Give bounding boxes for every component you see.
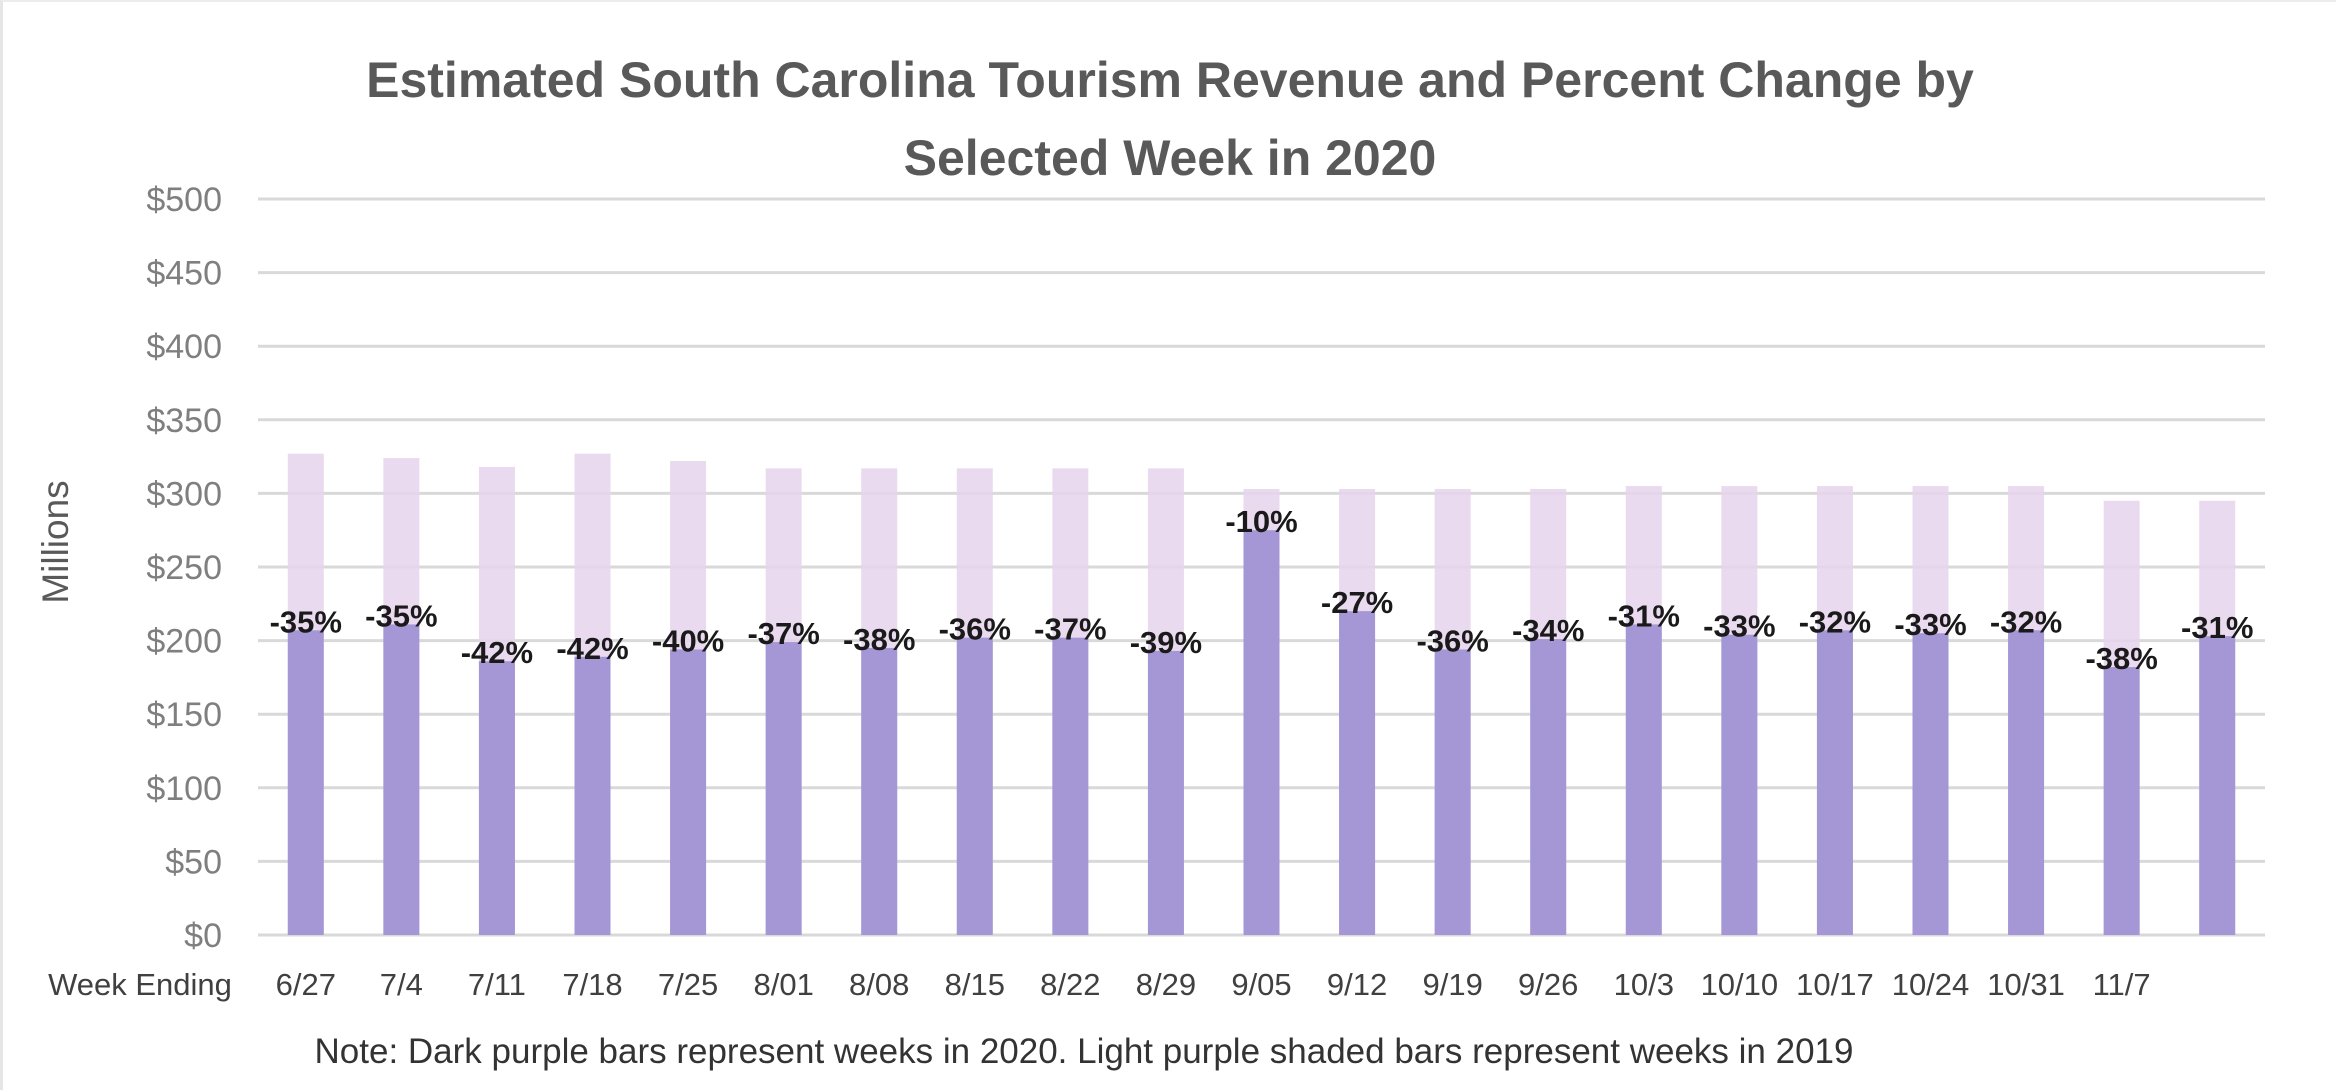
y-tick-label: $450 — [146, 255, 222, 293]
data-label: -35% — [270, 604, 342, 639]
bar-2020 — [2008, 630, 2045, 935]
data-label: -31% — [1608, 598, 1680, 633]
data-label: -35% — [365, 598, 437, 633]
y-tick-label: $250 — [146, 549, 222, 587]
x-tick-label: 7/18 — [562, 967, 622, 1002]
bar-2020 — [383, 624, 420, 935]
bar-2020 — [478, 661, 515, 935]
data-label: -37% — [1034, 612, 1106, 647]
y-tick-label: $350 — [146, 402, 222, 440]
data-label: -42% — [461, 635, 533, 670]
x-tick-label: 8/22 — [1040, 967, 1100, 1002]
y-tick-label: $500 — [146, 181, 222, 219]
data-label: -33% — [1703, 609, 1775, 644]
x-tick-label: 9/05 — [1231, 967, 1291, 1002]
data-label: -38% — [843, 622, 915, 657]
y-axis-label: Millions — [35, 480, 76, 603]
bar-2020 — [1052, 637, 1089, 935]
data-label: -38% — [2085, 641, 2157, 676]
bar-2020 — [1243, 530, 1280, 935]
x-tick-label: 10/31 — [1987, 967, 2065, 1002]
bar-2020 — [1912, 633, 1949, 935]
data-label: -32% — [1799, 604, 1871, 639]
chart-title-line-1: Estimated South Carolina Tourism Revenue… — [366, 52, 1974, 108]
x-tick-label: 10/24 — [1892, 967, 1970, 1002]
bar-2020 — [2199, 636, 2236, 935]
x-tick-label: 10/3 — [1614, 967, 1674, 1002]
x-tick-label: 10/10 — [1701, 967, 1779, 1002]
bar-2020 — [2103, 667, 2140, 935]
data-label: -42% — [556, 631, 628, 666]
chart-title-line-2: Selected Week in 2020 — [904, 130, 1437, 186]
y-axis-ticks: $0 $50 $100 $150 $200 $250 $300 $350 $400 $450 $50… — [146, 181, 222, 955]
bar-2020 — [287, 630, 324, 935]
data-label: -39% — [1130, 625, 1202, 660]
x-tick-label: 8/29 — [1136, 967, 1196, 1002]
y-tick-label: $400 — [146, 328, 222, 366]
data-label: -36% — [1416, 623, 1488, 658]
x-tick-label: 7/25 — [658, 967, 718, 1002]
bar-2020 — [1530, 639, 1567, 935]
bar-2020 — [765, 642, 802, 935]
x-tick-label: 8/08 — [849, 967, 909, 1002]
data-label: -32% — [1990, 604, 2062, 639]
data-label: -34% — [1512, 613, 1584, 648]
x-axis-ticks: 6/27 7/4 7/11 7/18 7/25 8/01 8/08 8/15 8/22 8/29 9… — [276, 967, 2151, 1002]
bar-2020 — [1339, 611, 1376, 935]
x-tick-label: 6/27 — [276, 967, 336, 1002]
data-label: -31% — [2181, 610, 2253, 645]
y-tick-label: $50 — [165, 843, 222, 881]
x-tick-label: 10/17 — [1796, 967, 1874, 1002]
x-tick-label: 9/26 — [1518, 967, 1578, 1002]
bar-2020 — [861, 647, 898, 935]
data-labels: -35% -35% -42% -42% -40% -37% -38% -36% -37% -39%… — [270, 504, 2254, 676]
y-tick-label: $300 — [146, 475, 222, 513]
data-label: -33% — [1894, 607, 1966, 642]
x-tick-label: 7/4 — [380, 967, 423, 1002]
bar-2020 — [1721, 634, 1758, 935]
x-tick-label: 11/7 — [2093, 967, 2151, 1002]
bar-2020 — [574, 656, 611, 935]
bar-2020 — [670, 649, 707, 935]
x-tick-label: 9/12 — [1327, 967, 1387, 1002]
bar-2020 — [1816, 630, 1853, 935]
y-tick-label: $200 — [146, 623, 222, 661]
x-tick-label: 8/01 — [753, 967, 813, 1002]
chart-note: Note: Dark purple bars represent weeks i… — [315, 1032, 1854, 1071]
data-label: -40% — [652, 623, 724, 658]
x-tick-label: 8/15 — [945, 967, 1005, 1002]
bar-2020 — [1625, 624, 1662, 935]
data-label: -37% — [747, 616, 819, 651]
bar-2020 — [956, 637, 993, 935]
y-tick-label: $0 — [184, 917, 222, 955]
x-tick-label: 9/19 — [1422, 967, 1482, 1002]
x-axis-label: Week Ending — [48, 967, 232, 1002]
y-tick-label: $150 — [146, 696, 222, 734]
bar-2020 — [1147, 650, 1184, 935]
series-2020-bars — [287, 530, 2236, 935]
bar-2020 — [1434, 649, 1471, 935]
data-label: -27% — [1321, 585, 1393, 620]
data-label: -10% — [1225, 504, 1297, 539]
y-tick-label: $100 — [146, 770, 222, 808]
data-label: -36% — [939, 612, 1011, 647]
x-tick-label: 7/11 — [468, 967, 526, 1002]
